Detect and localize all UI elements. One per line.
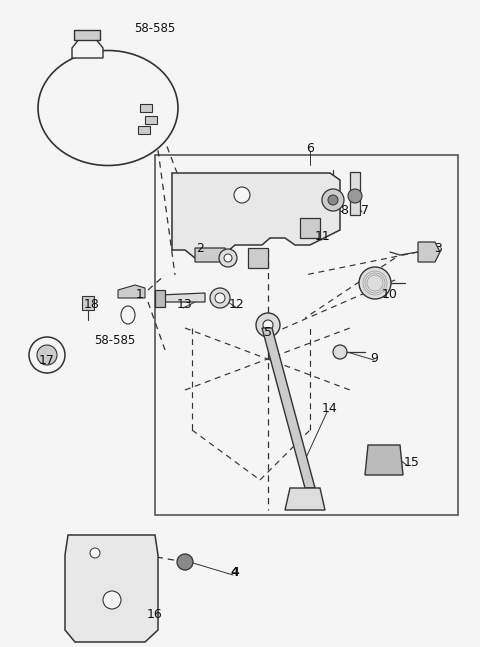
Polygon shape bbox=[140, 104, 152, 112]
Circle shape bbox=[322, 189, 344, 211]
Circle shape bbox=[103, 591, 121, 609]
Text: 18: 18 bbox=[84, 298, 100, 311]
Text: 2: 2 bbox=[196, 241, 204, 254]
Ellipse shape bbox=[121, 306, 135, 324]
Circle shape bbox=[263, 320, 273, 330]
Polygon shape bbox=[248, 248, 268, 268]
Polygon shape bbox=[82, 296, 94, 310]
Polygon shape bbox=[418, 242, 440, 262]
Text: 6: 6 bbox=[306, 142, 314, 155]
Circle shape bbox=[328, 195, 338, 205]
Polygon shape bbox=[172, 173, 340, 258]
Text: 7: 7 bbox=[361, 204, 369, 217]
Polygon shape bbox=[138, 126, 150, 134]
Text: 17: 17 bbox=[39, 353, 55, 366]
Circle shape bbox=[224, 254, 232, 262]
Text: 58-585: 58-585 bbox=[95, 333, 136, 347]
Polygon shape bbox=[65, 535, 158, 642]
Text: 4: 4 bbox=[230, 565, 240, 578]
Text: 14: 14 bbox=[322, 402, 338, 415]
Text: 12: 12 bbox=[229, 298, 245, 311]
Polygon shape bbox=[262, 328, 315, 488]
Polygon shape bbox=[155, 155, 458, 515]
Circle shape bbox=[219, 249, 237, 267]
Text: 1: 1 bbox=[136, 289, 144, 302]
Circle shape bbox=[348, 189, 362, 203]
Text: 8: 8 bbox=[340, 204, 348, 217]
Circle shape bbox=[177, 554, 193, 570]
Text: 5: 5 bbox=[264, 325, 272, 338]
Text: 13: 13 bbox=[177, 298, 193, 311]
Text: 58-585: 58-585 bbox=[134, 21, 176, 34]
Circle shape bbox=[37, 345, 57, 365]
Circle shape bbox=[215, 293, 225, 303]
Polygon shape bbox=[155, 290, 165, 307]
Text: 10: 10 bbox=[382, 289, 398, 302]
Text: 16: 16 bbox=[147, 608, 163, 622]
Circle shape bbox=[359, 267, 391, 299]
Polygon shape bbox=[300, 218, 320, 238]
Circle shape bbox=[256, 313, 280, 337]
Circle shape bbox=[29, 337, 65, 373]
Polygon shape bbox=[285, 488, 325, 510]
Circle shape bbox=[90, 548, 100, 558]
Polygon shape bbox=[365, 445, 403, 475]
Polygon shape bbox=[74, 30, 100, 40]
Text: 15: 15 bbox=[404, 457, 420, 470]
Polygon shape bbox=[72, 38, 103, 58]
Polygon shape bbox=[160, 293, 205, 302]
Polygon shape bbox=[145, 116, 157, 124]
Text: 9: 9 bbox=[370, 351, 378, 364]
Ellipse shape bbox=[38, 50, 178, 166]
Circle shape bbox=[333, 345, 347, 359]
Polygon shape bbox=[118, 285, 145, 298]
Circle shape bbox=[234, 187, 250, 203]
Polygon shape bbox=[195, 248, 230, 262]
Text: 3: 3 bbox=[434, 241, 442, 254]
Circle shape bbox=[210, 288, 230, 308]
Polygon shape bbox=[350, 172, 360, 215]
Text: 11: 11 bbox=[315, 230, 331, 243]
